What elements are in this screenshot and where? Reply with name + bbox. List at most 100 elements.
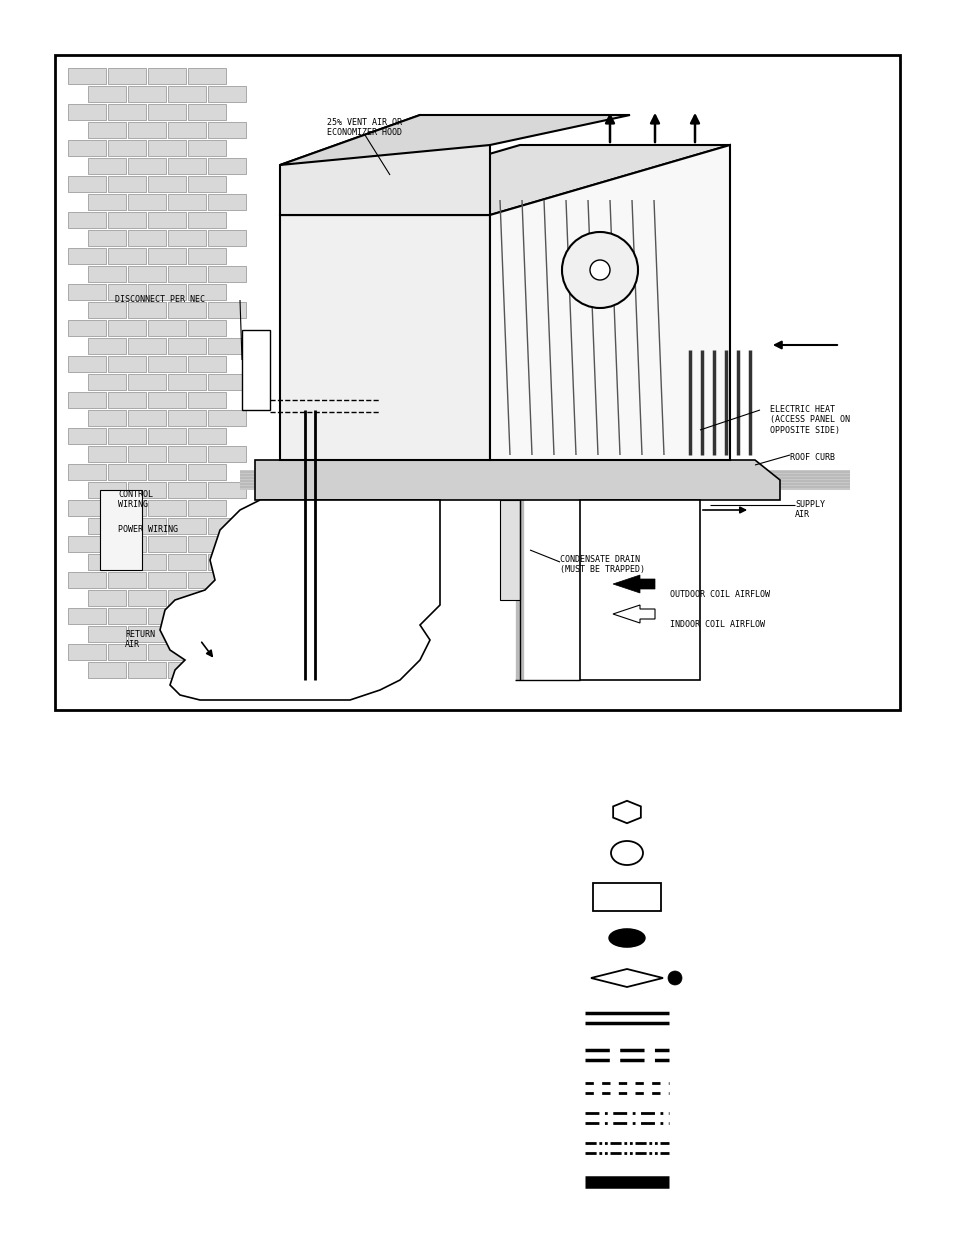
Bar (108, 104, 146, 120)
Bar (128, 158, 166, 174)
Bar (208, 446, 246, 462)
Bar (208, 194, 246, 210)
Bar (88, 194, 126, 210)
Bar (168, 626, 206, 642)
Bar (242, 330, 270, 410)
Polygon shape (280, 115, 490, 215)
Bar (148, 391, 186, 408)
Circle shape (667, 971, 681, 986)
Bar (128, 517, 166, 534)
Text: INDOOR COIL AIRFLOW: INDOOR COIL AIRFLOW (669, 620, 764, 629)
Bar (188, 572, 226, 588)
Bar (68, 429, 106, 445)
Bar (68, 608, 106, 624)
Polygon shape (613, 576, 655, 593)
Bar (168, 303, 206, 317)
Polygon shape (319, 500, 339, 600)
Bar (108, 643, 146, 659)
Bar (128, 230, 166, 246)
Polygon shape (613, 605, 655, 622)
Bar (208, 590, 246, 606)
Bar (208, 662, 246, 678)
Bar (168, 266, 206, 282)
Bar (148, 177, 186, 191)
Circle shape (561, 232, 638, 308)
Bar (68, 104, 106, 120)
Bar (88, 122, 126, 138)
Bar (188, 391, 226, 408)
Bar (148, 284, 186, 300)
Bar (148, 212, 186, 228)
Bar (188, 212, 226, 228)
Bar (68, 177, 106, 191)
Bar (68, 248, 106, 264)
Bar (88, 266, 126, 282)
Bar (148, 464, 186, 480)
Bar (208, 374, 246, 390)
Bar (208, 158, 246, 174)
Bar (188, 608, 226, 624)
Bar (88, 303, 126, 317)
Bar (208, 303, 246, 317)
Bar (148, 429, 186, 445)
Polygon shape (240, 471, 849, 490)
Bar (168, 517, 206, 534)
Bar (68, 643, 106, 659)
Bar (208, 86, 246, 103)
Bar (188, 536, 226, 552)
Text: POWER WIRING: POWER WIRING (118, 525, 178, 534)
Bar (128, 662, 166, 678)
Bar (148, 320, 186, 336)
Bar (188, 140, 226, 156)
Text: CONDENSATE DRAIN
(MUST BE TRAPPED): CONDENSATE DRAIN (MUST BE TRAPPED) (559, 555, 644, 574)
Bar (208, 626, 246, 642)
Bar (188, 177, 226, 191)
Bar (68, 391, 106, 408)
Polygon shape (613, 800, 640, 824)
Polygon shape (649, 500, 669, 600)
Polygon shape (254, 459, 780, 500)
Bar (128, 86, 166, 103)
Text: OUTDOOR COIL AIRFLOW: OUTDOOR COIL AIRFLOW (669, 590, 769, 599)
Bar (88, 482, 126, 498)
Bar (88, 410, 126, 426)
Text: ELECTRIC HEAT
(ACCESS PANEL ON
OPPOSITE SIDE): ELECTRIC HEAT (ACCESS PANEL ON OPPOSITE … (769, 405, 849, 435)
Polygon shape (579, 500, 700, 680)
Text: CONTROL
WIRING: CONTROL WIRING (118, 490, 152, 509)
Text: 25% VENT AIR OR
ECONOMIZER HOOD: 25% VENT AIR OR ECONOMIZER HOOD (327, 119, 402, 137)
Bar (108, 464, 146, 480)
Bar (55, 56, 899, 710)
Bar (88, 86, 126, 103)
Bar (168, 122, 206, 138)
Text: DISCONNECT PER NEC: DISCONNECT PER NEC (115, 295, 205, 304)
Bar (128, 590, 166, 606)
Bar (68, 320, 106, 336)
Bar (68, 212, 106, 228)
Bar (188, 248, 226, 264)
Bar (188, 356, 226, 372)
Bar (88, 446, 126, 462)
Bar (128, 303, 166, 317)
Ellipse shape (610, 841, 642, 864)
Bar (100, 490, 142, 571)
Bar (188, 104, 226, 120)
Ellipse shape (608, 929, 644, 947)
Bar (148, 500, 186, 516)
Bar (108, 68, 146, 84)
Bar (128, 266, 166, 282)
Polygon shape (280, 144, 729, 215)
Bar (208, 338, 246, 354)
Circle shape (589, 261, 609, 280)
Bar (168, 555, 206, 571)
Bar (108, 500, 146, 516)
Bar (68, 464, 106, 480)
Bar (108, 248, 146, 264)
Bar (148, 68, 186, 84)
Bar (168, 662, 206, 678)
Bar (108, 177, 146, 191)
Bar (208, 555, 246, 571)
Bar (128, 555, 166, 571)
Bar (188, 320, 226, 336)
Bar (168, 230, 206, 246)
Bar (108, 356, 146, 372)
